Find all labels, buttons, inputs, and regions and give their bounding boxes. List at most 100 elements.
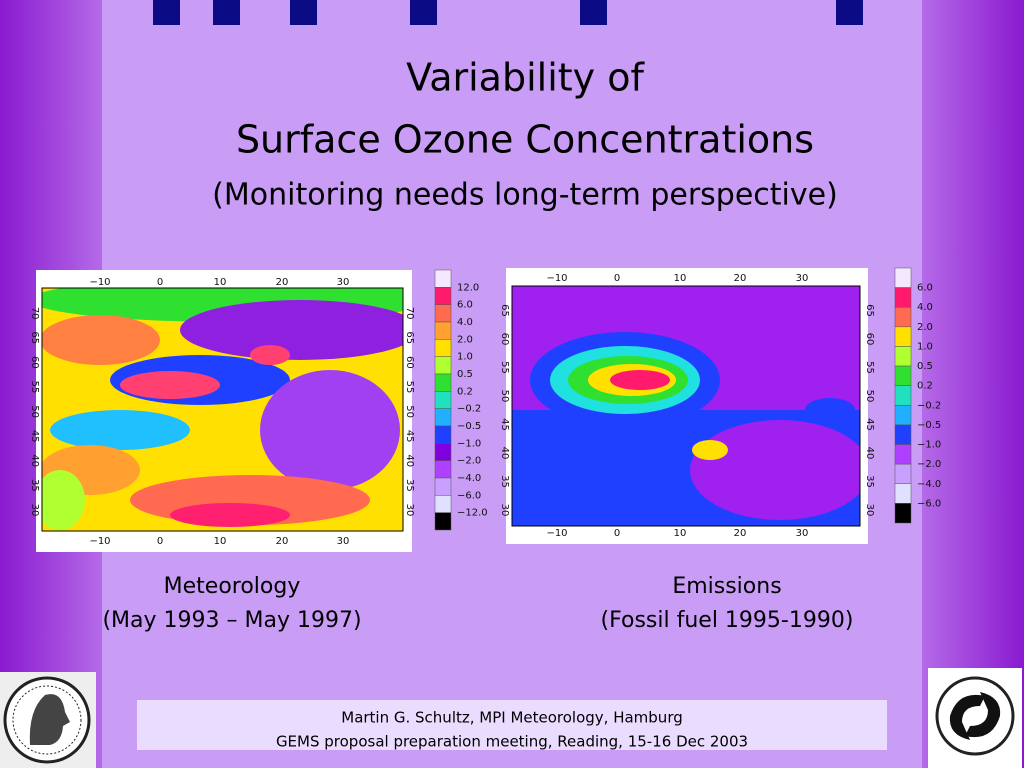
lat-label: 40 bbox=[29, 454, 40, 467]
colorbar-box bbox=[434, 443, 452, 461]
lon-label: 10 bbox=[214, 277, 227, 288]
scale-label: −12.0 bbox=[457, 508, 488, 519]
scale-label: −0.2 bbox=[457, 404, 481, 415]
colorbar-box bbox=[434, 356, 452, 375]
colorbar-box bbox=[434, 339, 452, 357]
scale-label: 4.0 bbox=[917, 302, 933, 313]
lat-label: 40 bbox=[499, 447, 510, 460]
lon-label: 20 bbox=[734, 273, 747, 284]
lat-label: 55 bbox=[404, 381, 415, 394]
lat-label: 50 bbox=[864, 390, 875, 403]
lat-label: 35 bbox=[499, 475, 510, 488]
lon-label: 20 bbox=[734, 528, 747, 539]
colorbar-box bbox=[894, 287, 912, 308]
lat-label: 30 bbox=[404, 504, 415, 517]
lat-label: 60 bbox=[864, 333, 875, 346]
footer-line: Martin G. Schultz, MPI Meteorology, Hamb… bbox=[341, 709, 683, 727]
scale-label: 2.0 bbox=[457, 334, 473, 345]
lat-label: 65 bbox=[864, 304, 875, 317]
lat-label: 30 bbox=[864, 504, 875, 517]
lat-label: 40 bbox=[404, 454, 415, 467]
colorbar-box bbox=[894, 444, 912, 465]
lat-label: 45 bbox=[499, 418, 510, 431]
colorbar-box bbox=[894, 267, 912, 288]
colorbar-box bbox=[894, 483, 912, 504]
lat-label: 65 bbox=[29, 331, 40, 344]
scale-label: 12.0 bbox=[457, 282, 479, 293]
lat-label: 50 bbox=[29, 405, 40, 418]
map-border bbox=[41, 287, 404, 532]
scale-label: 2.0 bbox=[917, 322, 933, 333]
scale-label: 6.0 bbox=[917, 283, 933, 294]
scale-label: 1.0 bbox=[917, 341, 933, 352]
right-band bbox=[922, 0, 1024, 768]
scale-label: −0.2 bbox=[917, 400, 941, 411]
colorbar-box bbox=[894, 405, 912, 426]
lon-label: 30 bbox=[337, 536, 350, 547]
lat-label: 60 bbox=[404, 356, 415, 369]
top-squares bbox=[153, 0, 863, 25]
colorbar-box bbox=[434, 425, 452, 444]
scale-label: 0.5 bbox=[917, 361, 933, 372]
lat-label: 50 bbox=[404, 405, 415, 418]
lon-label: 10 bbox=[214, 536, 227, 547]
lon-label: 20 bbox=[276, 277, 289, 288]
colorbar-box bbox=[434, 512, 452, 531]
lat-label: 65 bbox=[404, 331, 415, 344]
lon-label: −10 bbox=[546, 528, 567, 539]
colorbar-box bbox=[894, 424, 912, 445]
lon-label: 0 bbox=[157, 277, 163, 288]
lat-label: 70 bbox=[404, 307, 415, 320]
lon-label: 0 bbox=[614, 273, 620, 284]
colorbar-box bbox=[434, 495, 452, 513]
scale-label: 6.0 bbox=[457, 300, 473, 311]
scale-label: −1.0 bbox=[457, 438, 481, 449]
colorbar-box bbox=[894, 306, 912, 328]
lat-label: 35 bbox=[29, 479, 40, 492]
map-caption: Meteorology bbox=[164, 574, 301, 599]
scale-label: −4.0 bbox=[917, 479, 941, 490]
lat-label: 55 bbox=[864, 361, 875, 374]
scale-label: −6.0 bbox=[917, 498, 941, 509]
lon-label: 0 bbox=[157, 536, 163, 547]
colorbar-box bbox=[434, 460, 452, 479]
footer-line: GEMS proposal preparation meeting, Readi… bbox=[276, 733, 748, 751]
lat-label: 55 bbox=[499, 361, 510, 374]
lat-label: 60 bbox=[499, 333, 510, 346]
lat-label: 30 bbox=[499, 504, 510, 517]
lon-label: 30 bbox=[796, 528, 809, 539]
lon-label: 10 bbox=[674, 528, 687, 539]
colorbar-box bbox=[894, 503, 912, 524]
institute-logo bbox=[928, 668, 1022, 768]
lat-label: 35 bbox=[864, 475, 875, 488]
footer-box bbox=[137, 700, 887, 750]
lon-label: 30 bbox=[796, 273, 809, 284]
colorbar-box bbox=[434, 408, 452, 427]
scale-label: −2.0 bbox=[917, 459, 941, 470]
lat-label: 35 bbox=[404, 479, 415, 492]
subtitle: (Monitoring needs long-term perspective) bbox=[212, 178, 838, 213]
scale-label: 1.0 bbox=[457, 352, 473, 363]
lon-label: 0 bbox=[614, 528, 620, 539]
scale-label: 0.5 bbox=[457, 369, 473, 380]
lat-label: 70 bbox=[29, 307, 40, 320]
scale-label: 0.2 bbox=[917, 381, 933, 392]
lat-label: 45 bbox=[864, 418, 875, 431]
map-caption: (May 1993 – May 1997) bbox=[102, 608, 361, 633]
map-caption: Emissions bbox=[672, 574, 781, 599]
colorbar-box bbox=[894, 326, 912, 347]
colorbar-box bbox=[894, 385, 912, 406]
scale-label: −0.5 bbox=[457, 421, 481, 432]
scale-label: 0.2 bbox=[457, 386, 473, 397]
lat-label: 50 bbox=[499, 390, 510, 403]
lon-label: 30 bbox=[337, 277, 350, 288]
colorbar-box bbox=[434, 391, 452, 409]
colorbar-box bbox=[434, 304, 452, 323]
lat-label: 45 bbox=[404, 430, 415, 443]
scale-label: −0.5 bbox=[917, 420, 941, 431]
lat-label: 45 bbox=[29, 430, 40, 443]
lon-label: 20 bbox=[276, 536, 289, 547]
colorbar-box bbox=[894, 365, 912, 386]
scale-label: −1.0 bbox=[917, 440, 941, 451]
